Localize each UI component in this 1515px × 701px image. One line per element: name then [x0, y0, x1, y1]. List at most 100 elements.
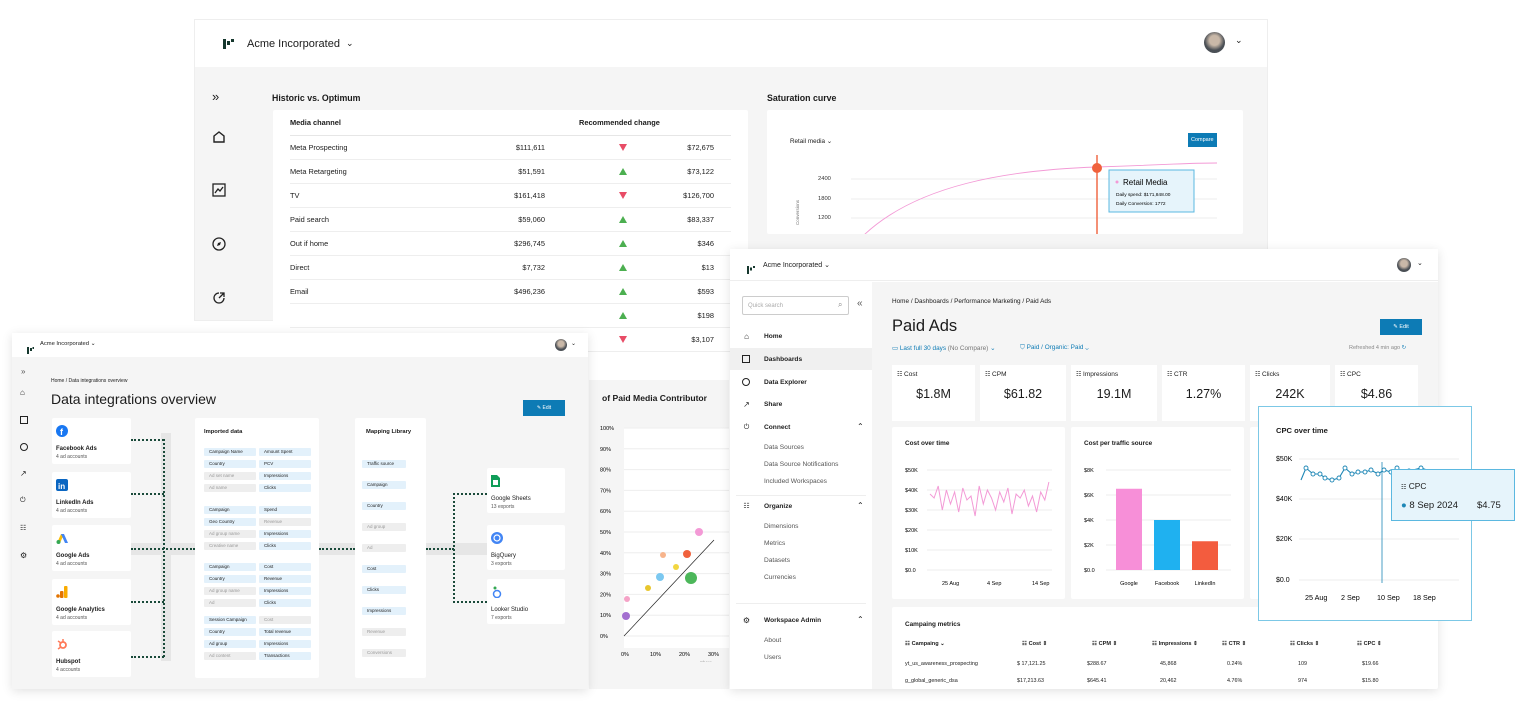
mapping-chip[interactable]: Cost [362, 565, 406, 573]
field-chip[interactable]: PCV [259, 460, 311, 468]
field-chip[interactable]: Ad group name [204, 587, 256, 595]
field-chip[interactable]: Cost [259, 616, 311, 624]
avatar[interactable] [1204, 32, 1225, 53]
source-card[interactable]: Google Ads 4 ad accounts [52, 525, 131, 571]
destination-card[interactable]: Google Sheets 13 exports [487, 468, 565, 513]
nav-included-workspaces[interactable]: Included Workspaces [764, 478, 827, 485]
search-input[interactable]: Quick search ⌕ [742, 296, 849, 315]
expand-icon[interactable]: » [212, 89, 220, 104]
org-name[interactable]: Acme Incorporated ⌄ [763, 262, 830, 269]
org-name[interactable]: Acme Incorporated [247, 37, 340, 50]
home-icon[interactable]: ⌂ [20, 388, 25, 397]
field-chip[interactable]: Ad set name [204, 472, 256, 480]
field-chip[interactable]: Creative name [204, 542, 256, 550]
column-header[interactable]: ☷ CPC ⇕ [1357, 641, 1382, 647]
paid-filter[interactable]: ⛉ Paid / Organic: Paid ⌄ [1020, 344, 1089, 351]
mapping-chip[interactable]: Impressions [362, 607, 406, 615]
chevron-down-icon[interactable]: ⌄ [345, 38, 354, 48]
field-chip[interactable]: Revenue [259, 518, 311, 526]
nav-connect[interactable]: Connect [764, 424, 791, 431]
metric-card[interactable]: ☷ Cost $1.8M [892, 365, 975, 421]
field-chip[interactable]: Impressions [259, 530, 311, 538]
mapping-chip[interactable]: Conversions [362, 649, 406, 657]
metric-card[interactable]: ☷ CPM $61.82 [980, 365, 1066, 421]
organize-icon[interactable]: ☷ [20, 525, 27, 532]
nav-dashboards[interactable]: Dashboards [764, 356, 803, 363]
nav-workspace-admin[interactable]: Workspace Admin [764, 617, 822, 624]
edit-button[interactable]: ✎ Edit [523, 400, 565, 416]
nav-users[interactable]: Users [764, 654, 782, 661]
column-header[interactable]: ☷ CTR ⇕ [1222, 641, 1247, 647]
source-card[interactable]: Google Analytics 4 ad accounts [52, 579, 131, 625]
mapping-chip[interactable]: Clicks [362, 586, 406, 594]
field-chip[interactable]: Ad group name [204, 530, 256, 538]
mapping-chip[interactable]: Ad group [362, 523, 406, 531]
source-card[interactable]: Hubspot 4 accounts [52, 631, 131, 677]
column-header[interactable]: ☷ Impressions ⇕ [1152, 641, 1198, 647]
mapping-chip[interactable]: Traffic source [362, 460, 406, 468]
field-chip[interactable]: Session Campaign [204, 616, 256, 624]
collapse-icon[interactable]: « [857, 298, 863, 309]
breadcrumb[interactable]: Home / Data integrations overview [51, 378, 128, 384]
nav-datasets[interactable]: Datasets [764, 557, 791, 564]
channel-dropdown[interactable]: Retail media ⌄ [790, 138, 833, 145]
column-header[interactable]: ☷ Clicks ⇕ [1290, 641, 1320, 647]
field-chip[interactable]: Impressions [259, 587, 311, 595]
field-chip[interactable]: Country [204, 460, 256, 468]
field-chip[interactable]: Clicks [259, 484, 311, 492]
nav-data-sources[interactable]: Data Sources [764, 444, 804, 451]
avatar[interactable] [555, 339, 567, 351]
field-chip[interactable]: Campaign [204, 563, 256, 571]
plug-icon[interactable]: ⏻ [20, 497, 26, 504]
field-chip[interactable]: Transactions [259, 652, 311, 660]
field-chip[interactable]: Ad name [204, 484, 256, 492]
field-chip[interactable]: Spend [259, 506, 311, 514]
breadcrumb[interactable]: Home / Dashboards / Performance Marketin… [892, 298, 1052, 305]
field-chip[interactable]: Impressions [259, 640, 311, 648]
source-card[interactable]: in LinkedIn Ads 4 ad accounts [52, 472, 131, 518]
avatar[interactable] [1397, 258, 1411, 272]
chart-icon[interactable] [20, 416, 28, 424]
compass-icon[interactable] [20, 443, 28, 451]
destination-card[interactable]: Looker Studio 7 exports [487, 579, 565, 624]
share-icon[interactable]: ↗ [20, 469, 27, 478]
home-icon[interactable] [212, 130, 226, 144]
share-icon[interactable] [212, 291, 226, 305]
mapping-chip[interactable]: Revenue [362, 628, 406, 636]
nav-data-source-notifications[interactable]: Data Source Notifications [764, 461, 839, 468]
field-chip[interactable]: Revenue [259, 575, 311, 583]
nav-organize[interactable]: Organize [764, 503, 793, 510]
nav-about[interactable]: About [764, 637, 782, 644]
chart-icon[interactable] [212, 183, 226, 197]
nav-data-explorer[interactable]: Data Explorer [764, 379, 807, 386]
field-chip[interactable]: Ad content [204, 652, 256, 660]
nav-home[interactable]: Home [764, 333, 783, 340]
field-chip[interactable]: Ad group [204, 640, 256, 648]
nav-metrics[interactable]: Metrics [764, 540, 786, 547]
field-chip[interactable]: Impressions [259, 472, 311, 480]
metric-card[interactable]: ☷ Impressions 19.1M [1071, 365, 1157, 421]
column-header[interactable]: ☷ CPM ⇕ [1092, 641, 1118, 647]
field-chip[interactable]: Clicks [259, 599, 311, 607]
chevron-down-icon[interactable]: ⌄ [571, 341, 577, 347]
mapping-chip[interactable]: Campaign [362, 481, 406, 489]
column-header[interactable]: ☷ Campaing ⌄ [905, 641, 945, 647]
field-chip[interactable]: Campaign [204, 506, 256, 514]
expand-icon[interactable]: » [21, 367, 26, 376]
field-chip[interactable]: Country [204, 628, 256, 636]
chevron-down-icon[interactable]: ⌄ [1235, 35, 1243, 45]
nav-share[interactable]: Share [764, 401, 783, 408]
field-chip[interactable]: Cost [259, 563, 311, 571]
nav-currencies[interactable]: Currencies [764, 574, 796, 581]
date-filter[interactable]: ▭ Last full 30 days (No Compare) ⌄ [892, 345, 996, 352]
destination-card[interactable]: BigQuery 3 exports [487, 525, 565, 570]
compare-button[interactable]: Compare [1188, 133, 1217, 147]
gear-icon[interactable]: ⚙ [20, 551, 28, 560]
chevron-up-icon[interactable]: ⌃ [857, 501, 864, 510]
field-chip[interactable]: Ad [204, 599, 256, 607]
compass-icon[interactable] [212, 237, 226, 251]
chevron-up-icon[interactable]: ⌃ [857, 422, 864, 431]
field-chip[interactable]: Amount Spent [259, 448, 311, 456]
field-chip[interactable]: Geo Country [204, 518, 256, 526]
field-chip[interactable]: Campaign Name [204, 448, 256, 456]
